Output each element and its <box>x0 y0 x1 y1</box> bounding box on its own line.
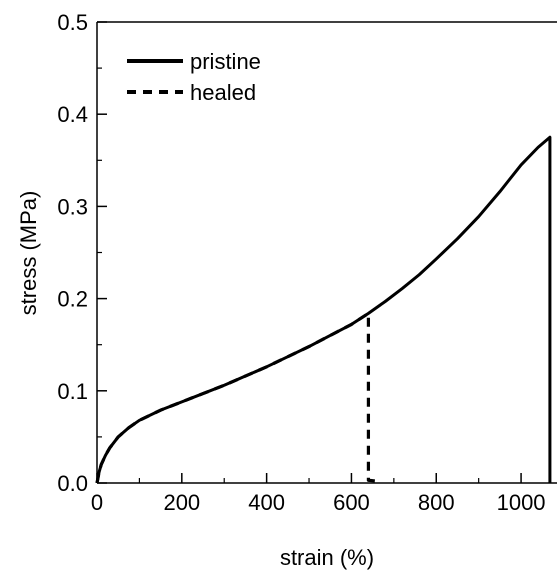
x-tick-label: 200 <box>163 490 200 515</box>
legend: pristine healed <box>127 49 261 105</box>
y-tick-label: 0.0 <box>57 471 88 496</box>
x-axis-ticks: 0 200 400 600 800 1000 <box>91 473 546 515</box>
y-tick-label: 0.5 <box>57 10 88 35</box>
y-tick-label: 0.1 <box>57 379 88 404</box>
x-tick-label: 1000 <box>497 490 546 515</box>
x-tick-label: 600 <box>333 490 370 515</box>
series-line-pristine <box>95 135 552 484</box>
legend-item-healed: healed <box>127 80 256 105</box>
y-tick-label: 0.4 <box>57 102 88 127</box>
legend-label-pristine: pristine <box>190 49 261 74</box>
series-line-healed <box>95 311 378 484</box>
y-axis-title: stress (MPa) <box>16 191 41 316</box>
legend-item-pristine: pristine <box>127 49 261 74</box>
x-axis-title: strain (%) <box>280 545 374 570</box>
y-tick-label: 0.2 <box>57 287 88 312</box>
series-layer <box>95 135 552 484</box>
x-tick-label: 400 <box>248 490 285 515</box>
y-tick-label: 0.3 <box>57 194 88 219</box>
x-tick-label: 0 <box>91 490 103 515</box>
y-axis-ticks: 0.0 0.1 0.2 0.3 0.4 0.5 <box>57 10 107 496</box>
legend-label-healed: healed <box>190 80 256 105</box>
x-tick-label: 800 <box>418 490 455 515</box>
